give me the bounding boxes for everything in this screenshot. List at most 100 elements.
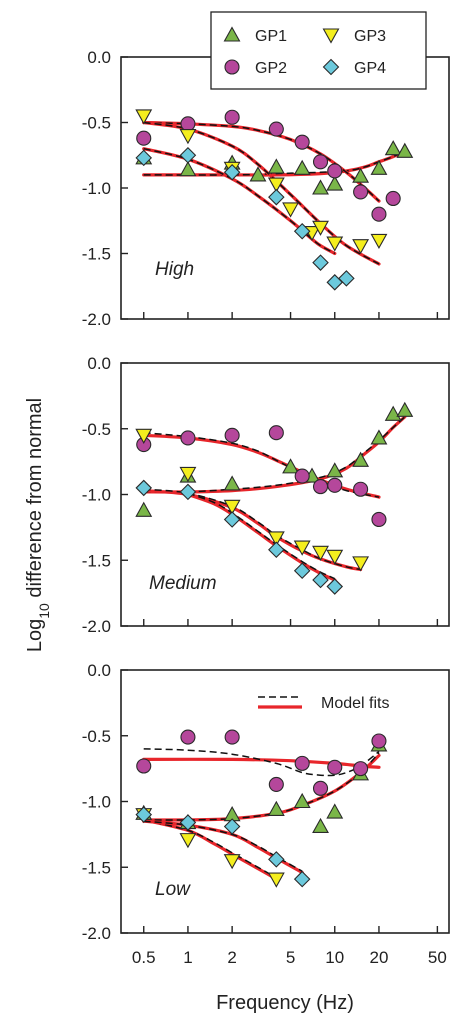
point-gp3-low-1 — [179, 833, 197, 849]
fit-dashed-gp2-low — [143, 748, 380, 777]
point-gp1-medium-6 — [352, 451, 370, 467]
y-tick-label-medium-3: -1.5 — [82, 551, 111, 570]
point-gp4-medium-3 — [268, 541, 285, 559]
y-tick-label-high-1: -0.5 — [82, 114, 111, 133]
fit-solid-gp4-high — [142, 147, 337, 256]
y-tick-label-medium-1: -0.5 — [82, 420, 111, 439]
point-gp2-low-7 — [353, 761, 369, 777]
point-gp2-medium-1 — [180, 430, 196, 446]
y-tick-label-medium-2: -1.0 — [82, 486, 111, 505]
point-gp4-high-3 — [268, 188, 285, 206]
point-gp3-high-6 — [312, 220, 329, 236]
point-gp2-low-0 — [136, 758, 152, 774]
point-gp4-medium-2 — [223, 511, 241, 528]
legend-marker-gp1 — [223, 26, 241, 42]
point-gp2-medium-7 — [353, 481, 369, 497]
fit-legend-label: Model fits — [321, 695, 389, 712]
x-tick-label-4: 10 — [325, 948, 344, 967]
point-gp4-high-5 — [312, 254, 329, 271]
fit-dashed-gp3-low — [143, 819, 277, 879]
point-gp4-low-3 — [268, 851, 285, 868]
y-tick-label-low-0: 0.0 — [87, 661, 111, 680]
point-gp2-high-3 — [268, 121, 284, 137]
point-gp1-low-4 — [293, 792, 311, 809]
point-gp1-medium-0 — [135, 501, 153, 517]
point-gp4-low-4 — [293, 870, 311, 888]
fit-solid-gp2-high — [142, 120, 381, 203]
point-gp3-low-3 — [267, 872, 285, 888]
fit-solid-gp3-high — [142, 120, 381, 266]
point-gp2-medium-8 — [371, 511, 387, 528]
point-gp1-high-9 — [370, 159, 388, 175]
x-tick-label-3: 5 — [286, 948, 295, 967]
x-tick-label-6: 50 — [428, 948, 447, 967]
fit-solid-gp3-low — [142, 818, 278, 881]
point-gp2-high-9 — [385, 190, 401, 207]
point-gp1-medium-7 — [370, 429, 388, 445]
point-gp3-high-7 — [326, 236, 344, 252]
point-gp3-high-1 — [179, 129, 197, 145]
point-gp3-medium-3 — [267, 531, 285, 547]
point-gp3-medium-4 — [293, 540, 311, 556]
panel-label-high: High — [155, 259, 194, 280]
point-gp2-high-2 — [224, 109, 240, 125]
panel-label-low: Low — [155, 879, 191, 900]
x-axis-title: Frequency (Hz) — [216, 992, 354, 1014]
point-gp2-high-5 — [312, 154, 329, 170]
point-gp3-medium-7 — [352, 556, 370, 572]
point-gp1-high-7 — [326, 175, 344, 191]
point-gp3-low-2 — [223, 854, 241, 870]
point-gp2-high-8 — [371, 206, 387, 222]
y-tick-label-high-3: -1.5 — [82, 245, 111, 264]
point-gp1-low-5 — [312, 817, 329, 834]
y-tick-label-high-2: -1.0 — [82, 179, 111, 198]
point-gp2-high-1 — [180, 116, 196, 132]
legend-marker-gp2 — [224, 59, 240, 75]
point-gp4-high-1 — [179, 146, 197, 164]
point-gp1-low-6 — [326, 803, 344, 819]
y-tick-label-low-1: -0.5 — [82, 727, 111, 746]
point-gp2-high-0 — [136, 130, 152, 146]
point-gp2-low-1 — [180, 729, 196, 745]
point-gp3-medium-0 — [135, 428, 153, 444]
y-tick-label-medium-0: 0.0 — [87, 354, 111, 373]
fit-dashed-gp4-medium — [187, 492, 336, 580]
x-tick-label-1: 1 — [183, 948, 192, 967]
fit-dashed-gp2-high — [143, 121, 380, 202]
point-gp2-medium-3 — [268, 425, 284, 441]
fit-dashed-gp4-low — [143, 820, 303, 872]
point-gp1-high-8 — [352, 167, 370, 183]
fit-solid-gp4-medium — [186, 492, 337, 582]
point-gp2-low-6 — [327, 759, 343, 775]
point-gp1-high-6 — [312, 179, 329, 195]
point-gp1-medium-3 — [282, 458, 299, 474]
point-gp3-high-9 — [370, 233, 388, 250]
point-gp4-medium-5 — [312, 571, 329, 589]
y-axis-title: Log10 difference from normal — [24, 398, 52, 652]
point-gp4-medium-4 — [293, 562, 311, 580]
y-tick-label-low-3: -1.5 — [82, 858, 111, 877]
fit-solid-gp2-low — [142, 757, 381, 769]
point-gp2-high-4 — [294, 134, 310, 150]
point-gp1-medium-9 — [396, 401, 414, 417]
point-gp2-low-2 — [224, 729, 240, 745]
fit-dashed-gp4-high — [143, 147, 336, 255]
point-gp4-high-2 — [223, 164, 241, 181]
legend-label-gp2: GP2 — [255, 60, 287, 77]
legend-marker-gp3 — [322, 28, 340, 44]
y-tick-label-low-4: -2.0 — [82, 924, 111, 943]
point-gp1-medium-5 — [326, 462, 344, 478]
point-gp4-high-0 — [135, 149, 153, 167]
y-tick-label-high-0: 0.0 — [87, 48, 111, 67]
point-gp4-low-1 — [179, 814, 197, 831]
point-gp4-high-7 — [338, 270, 355, 287]
point-gp4-medium-0 — [135, 479, 153, 497]
point-gp3-medium-1 — [179, 466, 197, 483]
y-tick-label-medium-4: -2.0 — [82, 617, 111, 636]
y-tick-label-high-4: -2.0 — [82, 310, 111, 329]
point-gp4-medium-1 — [179, 483, 197, 501]
point-gp1-high-5 — [293, 159, 311, 175]
point-gp3-high-8 — [352, 239, 370, 255]
point-gp3-high-4 — [282, 202, 299, 218]
point-gp1-high-10 — [384, 140, 402, 156]
